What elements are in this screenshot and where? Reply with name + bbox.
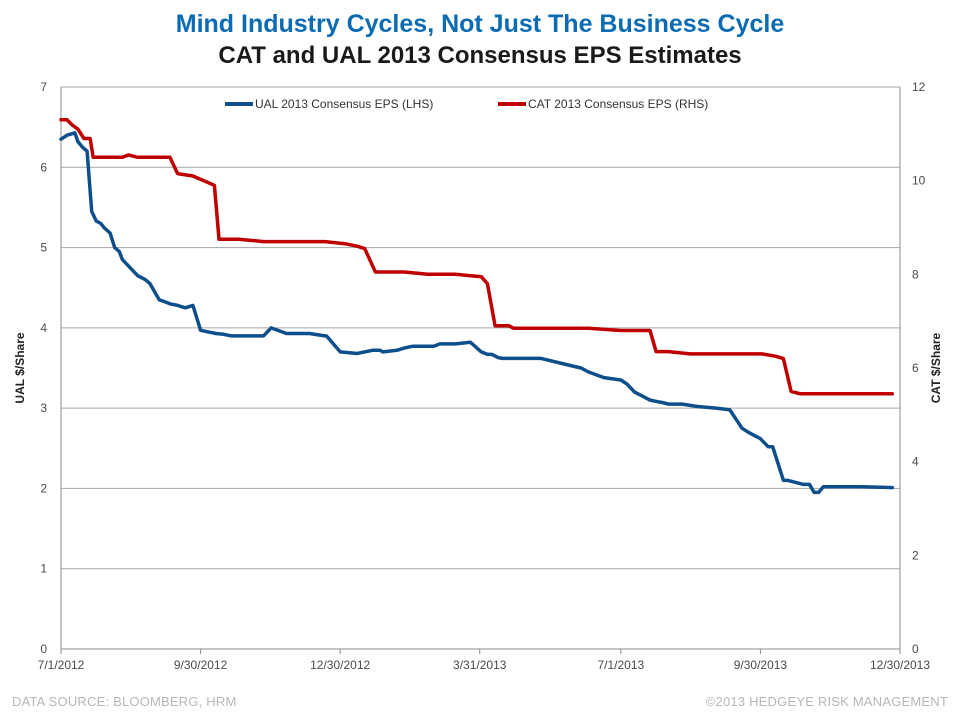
series-lines: [59, 118, 895, 495]
y-left-tick-label: 6: [40, 160, 47, 174]
y-left-tick-label: 0: [40, 642, 47, 656]
x-tick-label: 12/30/2012: [310, 658, 370, 672]
cat-eps-line: [59, 118, 895, 396]
copyright-note: ©2013 HEDGEYE RISK MANAGEMENT: [705, 694, 948, 709]
y-right-tick-label: 8: [912, 267, 919, 281]
x-tick-label: 7/1/2012: [38, 658, 85, 672]
y-left-tick-label: 5: [40, 241, 47, 255]
data-source-note: DATA SOURCE: BLOOMBERG, HRM: [12, 694, 237, 709]
legend: UAL 2013 Consensus EPS (LHS) CAT 2013 Con…: [225, 97, 708, 111]
gridlines: [61, 86, 900, 570]
y-left-tick-label: 2: [40, 481, 47, 495]
y-right-tick-label: 12: [912, 80, 926, 94]
legend-label: UAL 2013 Consensus EPS (LHS): [255, 97, 433, 111]
x-tick-label: 9/30/2013: [734, 658, 788, 672]
y-left-axis-title: UAL $/Share: [13, 332, 27, 403]
legend-label: CAT 2013 Consensus EPS (RHS): [528, 97, 708, 111]
chart-title: Mind Industry Cycles, Not Just The Busin…: [175, 10, 785, 38]
chart-subtitle: CAT and UAL 2013 Consensus EPS Estimates: [218, 42, 742, 69]
ual-eps-line: [59, 131, 895, 495]
y-right-tick-label: 6: [912, 361, 919, 375]
y-left-tick-label: 7: [40, 80, 47, 94]
y-left-tick-label: 1: [40, 562, 47, 576]
y-right-tick-label: 0: [912, 642, 919, 656]
y-right-tick-label: 10: [912, 174, 926, 188]
y-right-axis-title: CAT $/Share: [929, 332, 943, 403]
y-right-tick-label: 4: [912, 455, 919, 469]
x-tick-label: 9/30/2012: [174, 658, 228, 672]
y-left-tick-label: 3: [40, 401, 47, 415]
x-tick-label: 3/31/2013: [453, 658, 507, 672]
x-tick-label: 7/1/2013: [597, 658, 644, 672]
x-tick-label: 12/30/2013: [870, 658, 930, 672]
y-left-tick-label: 4: [40, 321, 47, 335]
y-right-tick-label: 2: [912, 548, 919, 562]
